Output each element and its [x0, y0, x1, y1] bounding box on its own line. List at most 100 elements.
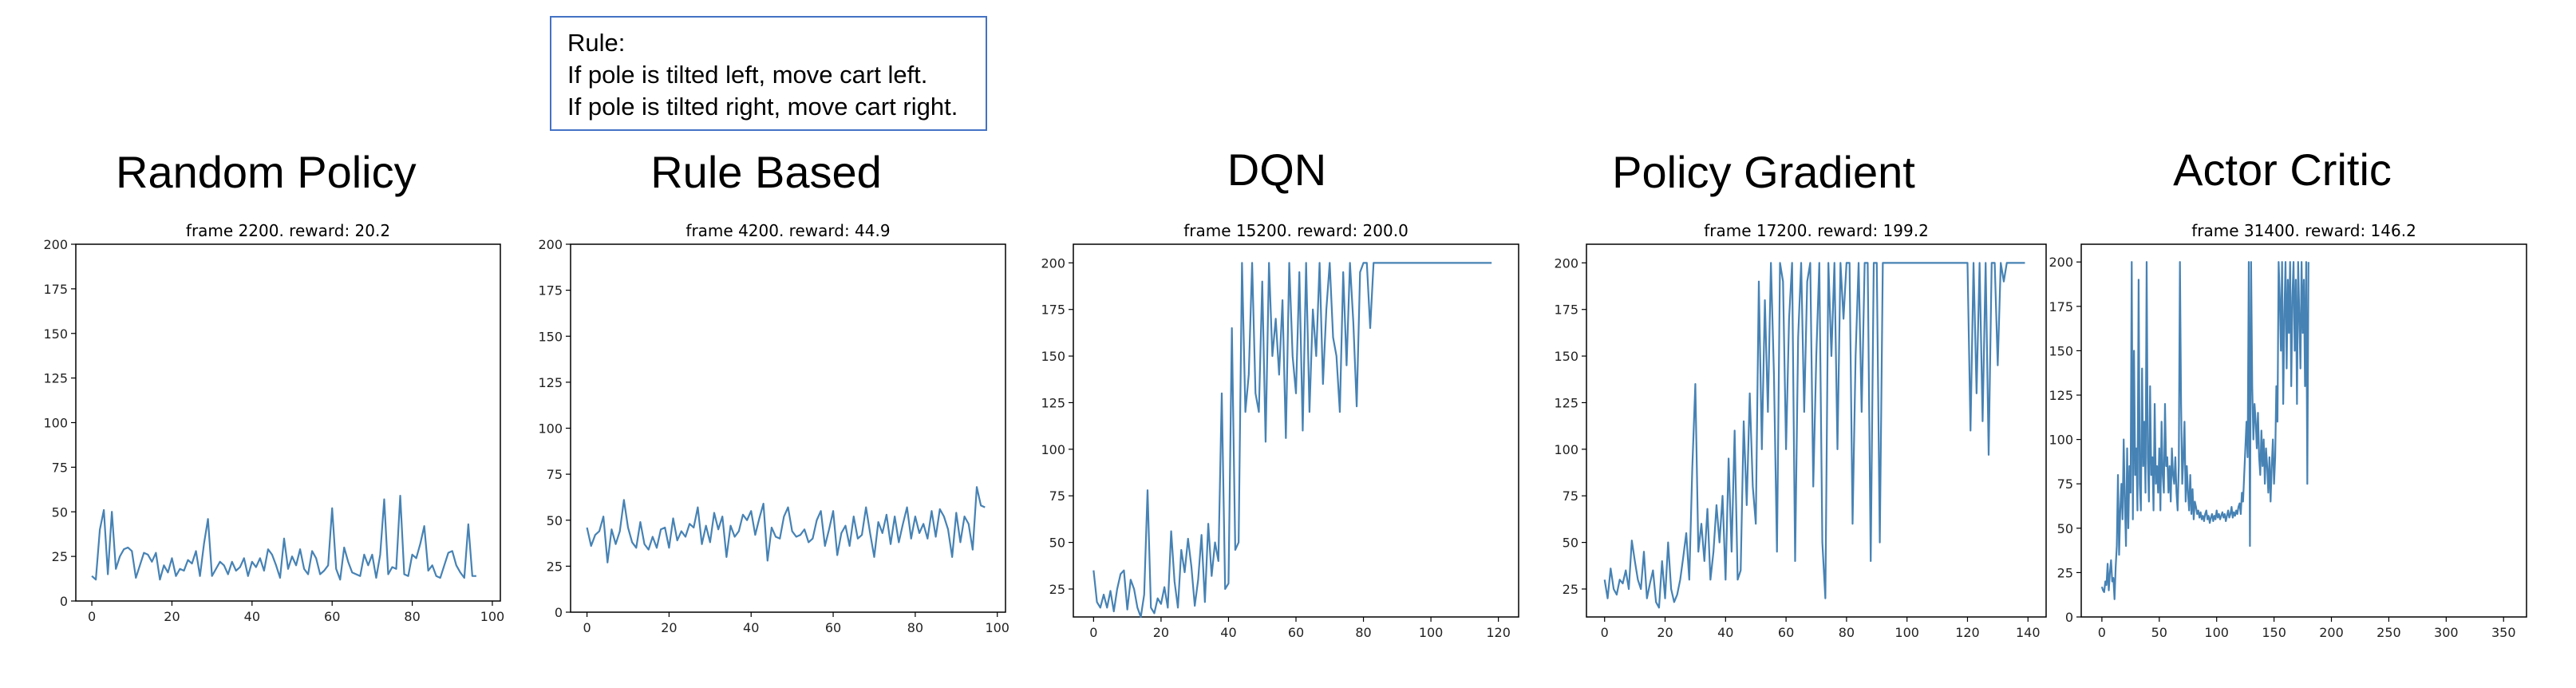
chart-3-axes-frame — [1586, 243, 2047, 618]
chart-4-ytick-label: 25 — [2057, 565, 2073, 580]
chart-3-ytick-label: 200 — [1554, 255, 1578, 271]
chart-2-xtick-label: 120 — [1486, 625, 1511, 640]
chart-2-axes-frame — [1073, 243, 1519, 618]
chart-1-xtick-label: 40 — [743, 620, 759, 635]
rule-annotation-box: Rule: If pole is tilted left, move cart … — [550, 16, 987, 131]
panel-title-policy-gradient: Policy Gradient — [1612, 147, 1915, 197]
chart-2-ytick-label: 125 — [1041, 395, 1065, 410]
chart-1-ytick-label: 150 — [538, 329, 563, 344]
chart-4-ytick-label: 0 — [2065, 610, 2073, 625]
chart-0-ytick-label: 75 — [52, 460, 68, 475]
chart-4-ytick-label: 200 — [2049, 255, 2073, 270]
rule-line-1: Rule: — [567, 29, 626, 57]
chart-2-ytick-label: 200 — [1041, 255, 1065, 271]
chart-0-ytick-label: 25 — [52, 549, 68, 564]
chart-1-xtick-label: 80 — [907, 620, 923, 635]
chart-3-series-line — [1603, 262, 2025, 609]
rule-line-3: If pole is tilted right, move cart right… — [567, 93, 958, 121]
panel-title-actor-critic: Actor Critic — [2173, 144, 2392, 195]
chart-2-ytick-label: 75 — [1049, 488, 1065, 504]
chart-0-axes-frame — [75, 243, 501, 602]
chart-3-xtick-label: 140 — [2016, 625, 2041, 640]
chart-4-ytick-label: 75 — [2057, 476, 2073, 492]
chart-4-xtick-label: 300 — [2434, 625, 2459, 640]
chart-0-ytick-label: 100 — [43, 416, 68, 431]
chart-0-series-line — [91, 495, 476, 581]
chart-3-xtick-label: 20 — [1657, 625, 1673, 640]
chart-0-xtick-label: 100 — [480, 609, 505, 624]
chart-2-ytick-label: 25 — [1049, 582, 1065, 597]
chart-4-xtick-label: 0 — [2098, 625, 2106, 640]
chart-3-ytick-label: 175 — [1554, 302, 1578, 318]
chart-0-xtick-label: 40 — [244, 609, 260, 624]
chart-1-ytick-label: 100 — [538, 421, 563, 437]
chart-4-ytick-label: 100 — [2049, 433, 2073, 448]
chart-2-xtick-label: 80 — [1355, 625, 1371, 640]
chart-0-subtitle: frame 2200. reward: 20.2 — [186, 221, 390, 240]
chart-2-subtitle: frame 15200. reward: 200.0 — [1183, 221, 1409, 240]
chart-3-ytick-label: 75 — [1563, 488, 1578, 504]
chart-3-ytick-label: 150 — [1554, 349, 1578, 364]
panel-title-random-policy: Random Policy — [116, 147, 417, 197]
chart-0-ytick-label: 150 — [43, 326, 68, 342]
chart-4-subtitle: frame 31400. reward: 146.2 — [2191, 221, 2416, 240]
chart-2-ytick-label: 50 — [1049, 536, 1065, 551]
panel-title-dqn: DQN — [1227, 144, 1327, 195]
chart-3-xtick-label: 100 — [1894, 625, 1919, 640]
chart-3-xtick-label: 0 — [1601, 625, 1609, 640]
chart-3-ytick-label: 100 — [1554, 442, 1578, 457]
chart-0-xtick-label: 60 — [324, 609, 340, 624]
chart-4-ytick-label: 175 — [2049, 299, 2073, 314]
chart-2-ytick-label: 175 — [1041, 302, 1065, 318]
panel-title-rule-based: Rule Based — [650, 147, 882, 197]
chart-0-ytick-label: 0 — [60, 594, 68, 609]
chart-3-xtick-label: 120 — [1955, 625, 1980, 640]
chart-3-xtick-label: 80 — [1839, 625, 1855, 640]
rule-line-2: If pole is tilted left, move cart left. — [567, 61, 928, 89]
chart-0-xtick-label: 20 — [164, 609, 180, 624]
chart-3-xtick-label: 60 — [1778, 625, 1794, 640]
chart-1-ytick-label: 125 — [538, 375, 563, 390]
chart-2-ytick-label: 100 — [1041, 442, 1065, 457]
chart-1-ytick-label: 0 — [555, 605, 563, 620]
chart-1-ytick-label: 175 — [538, 283, 563, 299]
chart-4-xtick-label: 50 — [2151, 625, 2167, 640]
chart-3-xtick-label: 40 — [1717, 625, 1733, 640]
chart-4-axes-frame — [2080, 243, 2527, 618]
chart-1-ytick-label: 200 — [538, 237, 563, 252]
chart-4-xtick-label: 100 — [2204, 625, 2229, 640]
chart-1-ytick-label: 50 — [547, 513, 563, 528]
chart-1-axes-frame — [570, 243, 1006, 613]
chart-4-series-line — [2100, 261, 2309, 600]
chart-2-series-line — [1092, 262, 1492, 619]
chart-4-xtick-label: 250 — [2376, 625, 2401, 640]
chart-2-xtick-label: 100 — [1419, 625, 1444, 640]
chart-1-xtick-label: 20 — [661, 620, 677, 635]
chart-4-ytick-label: 150 — [2049, 343, 2073, 358]
chart-0-xtick-label: 80 — [404, 609, 420, 624]
chart-3-ytick-label: 50 — [1563, 536, 1578, 551]
chart-1-ytick-label: 25 — [547, 559, 563, 574]
chart-0-ytick-label: 200 — [43, 237, 68, 252]
chart-1-xtick-label: 100 — [985, 620, 1009, 635]
chart-3-subtitle: frame 17200. reward: 199.2 — [1704, 221, 1929, 240]
chart-0-ytick-label: 125 — [43, 371, 68, 386]
chart-0-xtick-label: 0 — [88, 609, 96, 624]
chart-4-xtick-label: 150 — [2262, 625, 2286, 640]
chart-2-xtick-label: 20 — [1153, 625, 1169, 640]
chart-2-ytick-label: 150 — [1041, 349, 1065, 364]
chart-2-xtick-label: 40 — [1220, 625, 1236, 640]
chart-1-series-line — [586, 486, 986, 563]
chart-3-ytick-label: 125 — [1554, 395, 1578, 410]
chart-0-ytick-label: 50 — [52, 504, 68, 520]
chart-4-ytick-label: 125 — [2049, 388, 2073, 403]
chart-1-xtick-label: 60 — [825, 620, 841, 635]
chart-3-ytick-label: 25 — [1563, 582, 1578, 597]
chart-1-xtick-label: 0 — [583, 620, 591, 635]
chart-4-xtick-label: 350 — [2491, 625, 2516, 640]
chart-2-xtick-label: 0 — [1089, 625, 1097, 640]
chart-4-ytick-label: 50 — [2057, 521, 2073, 536]
chart-4-xtick-label: 200 — [2319, 625, 2344, 640]
chart-0-ytick-label: 175 — [43, 282, 68, 297]
